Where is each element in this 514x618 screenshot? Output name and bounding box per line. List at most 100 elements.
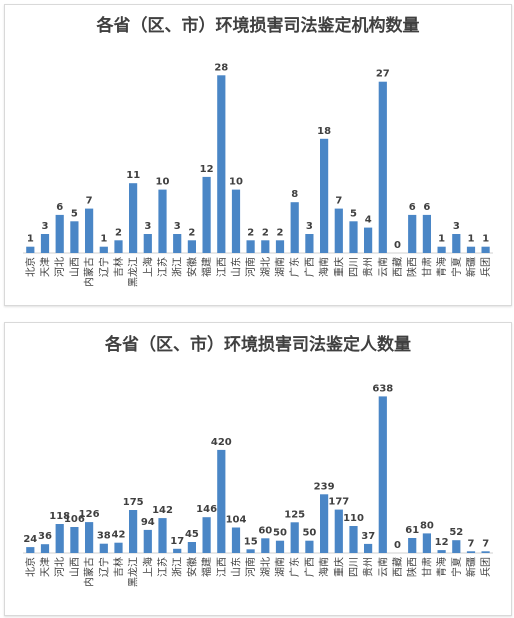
category-label: 重庆 <box>332 257 345 277</box>
category-label: 云南 <box>376 557 389 577</box>
data-label: 3 <box>42 221 49 232</box>
category-label: 新疆 <box>465 257 478 277</box>
category-label: 山西 <box>69 557 81 577</box>
data-label: 0 <box>394 240 401 251</box>
data-label: 60 <box>258 525 272 536</box>
bar <box>378 81 387 253</box>
bar <box>334 208 343 253</box>
bar <box>85 522 94 553</box>
chart-title: 各省（区、市）环境损害司法鉴定人数量 <box>104 334 411 355</box>
data-label: 5 <box>350 208 357 219</box>
data-label: 5 <box>71 208 78 219</box>
bar <box>408 538 417 553</box>
data-label: 4 <box>365 215 372 226</box>
category-label: 兵团 <box>479 257 492 277</box>
bar <box>231 527 241 553</box>
data-label: 3 <box>306 221 313 232</box>
data-label: 28 <box>214 62 228 73</box>
category-label: 新疆 <box>465 557 478 577</box>
category-label: 北京 <box>24 257 37 277</box>
data-label: 8 <box>291 189 298 200</box>
data-label: 7 <box>86 196 93 207</box>
bar <box>261 240 270 253</box>
category-label: 吉林 <box>112 557 125 577</box>
data-label: 10 <box>156 177 170 188</box>
category-label: 河南 <box>244 257 257 277</box>
data-label: 146 <box>196 504 217 515</box>
category-label: 陕西 <box>406 257 419 277</box>
bar <box>452 234 461 253</box>
data-label: 7 <box>482 538 489 549</box>
bar <box>437 246 446 253</box>
data-label: 3 <box>144 221 151 232</box>
category-label: 湖北 <box>260 257 272 277</box>
data-label: 80 <box>420 520 434 531</box>
bar <box>305 540 314 553</box>
category-label: 黑龙江 <box>127 557 140 587</box>
data-label: 24 <box>23 534 37 545</box>
bar <box>246 549 255 553</box>
category-label: 河北 <box>54 557 66 577</box>
category-label: 四川 <box>349 257 360 277</box>
data-label: 10 <box>229 177 243 188</box>
data-label: 1 <box>468 234 475 245</box>
data-label: 3 <box>453 221 460 232</box>
category-label: 上海 <box>141 257 154 277</box>
category-label: 辽宁 <box>97 557 110 577</box>
category-label: 内蒙古 <box>83 557 96 587</box>
bar <box>143 529 152 553</box>
data-label: 36 <box>38 531 52 542</box>
category-label: 广东 <box>288 557 301 577</box>
bar <box>378 396 387 553</box>
data-label: 177 <box>328 497 349 508</box>
category-label: 贵州 <box>362 257 375 277</box>
category-label: 湖南 <box>274 257 287 277</box>
bar <box>114 542 123 553</box>
bar <box>129 183 138 253</box>
data-label: 50 <box>302 528 316 539</box>
bar <box>40 234 50 253</box>
category-label: 黑龙江 <box>127 257 140 287</box>
data-label: 38 <box>97 531 111 542</box>
bar <box>334 509 343 553</box>
category-label: 湖南 <box>274 557 287 577</box>
data-label: 37 <box>361 531 375 542</box>
category-label: 安徽 <box>185 257 198 277</box>
data-label: 420 <box>211 437 232 448</box>
data-label: 7 <box>468 538 475 549</box>
bar <box>217 449 226 553</box>
bar <box>437 550 446 553</box>
data-label: 18 <box>317 126 331 137</box>
category-label: 上海 <box>141 557 154 577</box>
data-label: 94 <box>141 517 155 528</box>
bar <box>422 533 431 553</box>
data-label: 11 <box>126 170 140 181</box>
bar <box>290 202 299 253</box>
bar <box>364 543 373 553</box>
bar <box>158 189 167 253</box>
data-label: 45 <box>185 529 199 540</box>
data-label: 1 <box>27 234 34 245</box>
category-label: 青海 <box>435 257 448 277</box>
bar <box>349 526 358 553</box>
data-label: 110 <box>343 513 364 524</box>
category-label: 浙江 <box>172 557 184 577</box>
bar <box>187 240 196 253</box>
data-label: 1 <box>100 234 107 245</box>
category-label: 江苏 <box>156 557 169 577</box>
bar <box>173 548 182 553</box>
bar <box>70 527 79 553</box>
bar <box>320 494 329 553</box>
category-label: 广东 <box>288 257 301 277</box>
bar <box>452 540 461 553</box>
category-label: 宁夏 <box>450 257 463 277</box>
data-label: 2 <box>188 227 195 238</box>
category-label: 江西 <box>216 557 228 577</box>
category-label: 海南 <box>318 557 331 577</box>
category-label: 甘肃 <box>420 257 433 277</box>
category-label: 陕西 <box>406 557 419 577</box>
category-label: 重庆 <box>332 557 345 577</box>
category-label: 广西 <box>304 257 316 277</box>
bar <box>466 246 476 253</box>
bar <box>217 75 226 253</box>
